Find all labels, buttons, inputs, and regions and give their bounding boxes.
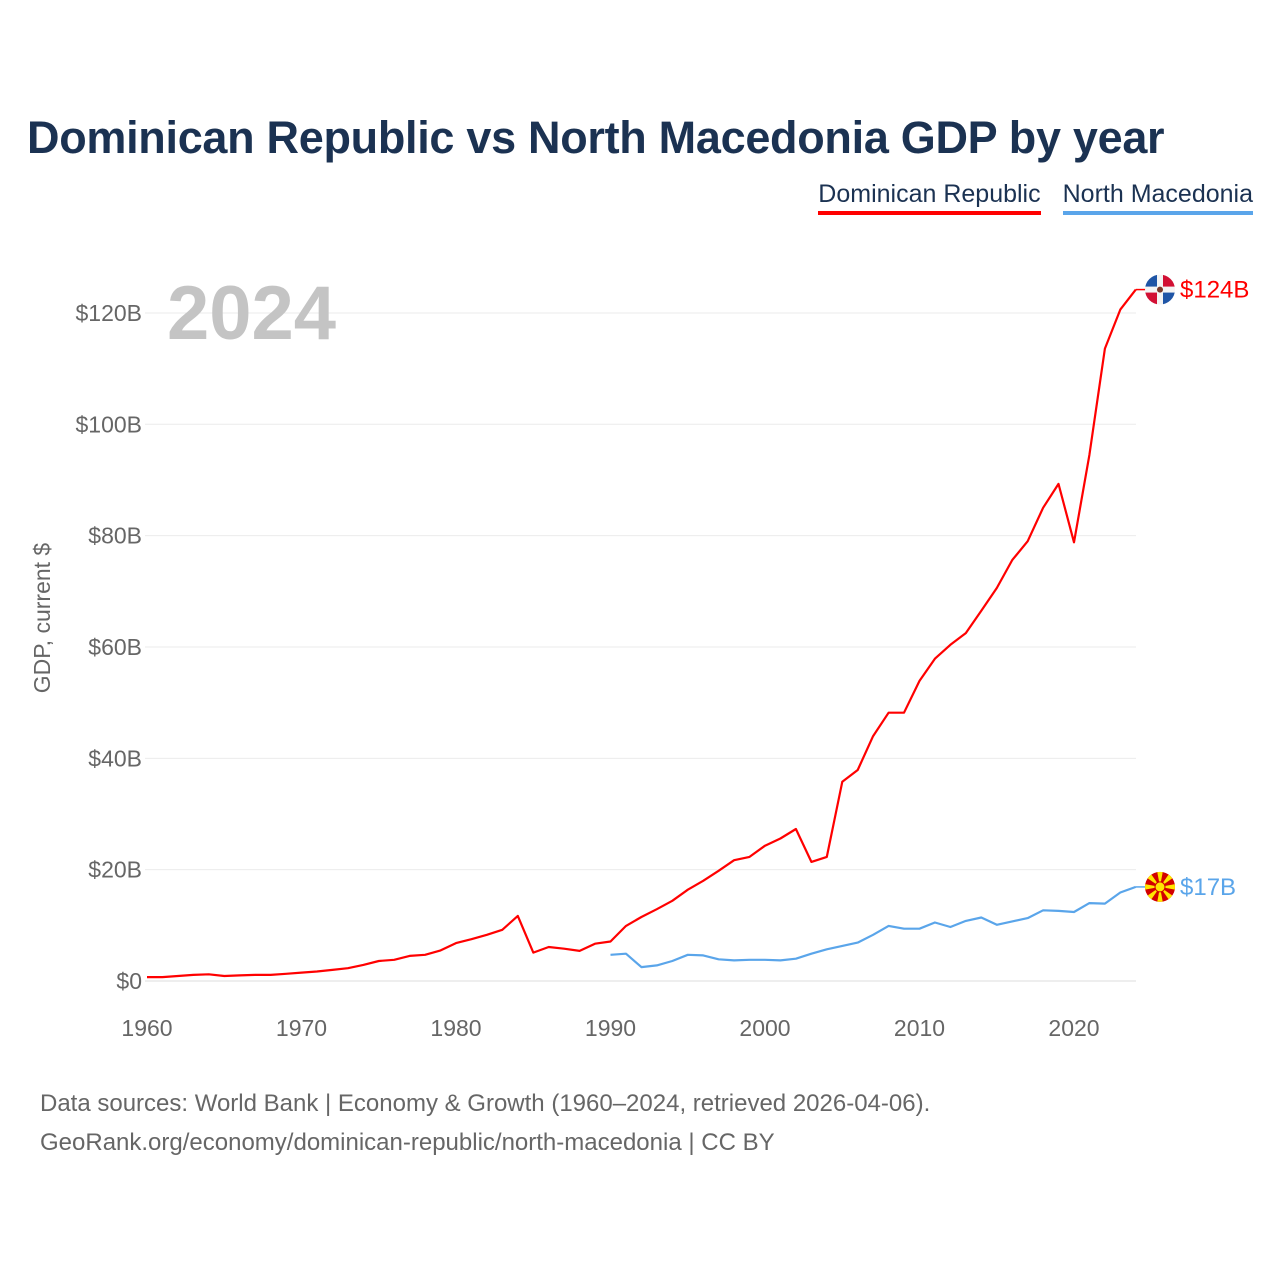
x-tick-label: 1980 [430, 1015, 481, 1041]
series-line-north-macedonia [610, 885, 1137, 969]
legend-item-north-macedonia[interactable]: North Macedonia [1062, 180, 1253, 215]
x-tick-label: 2010 [894, 1015, 945, 1041]
legend: Dominican Republic North Macedonia [818, 180, 1253, 215]
y-tick-label: $80B [88, 523, 142, 549]
end-value-label: $124B [1180, 277, 1249, 304]
source-line-1: Data sources: World Bank | Economy & Gro… [40, 1090, 931, 1117]
end-value-label: $17B [1180, 874, 1236, 901]
y-tick-label: $20B [88, 857, 142, 883]
x-tick-label: 2000 [739, 1015, 790, 1041]
x-tick-label: 1960 [121, 1015, 172, 1041]
y-tick-label: $0 [116, 968, 142, 994]
y-axis-label: GDP, current $ [29, 543, 55, 694]
dominican-republic-flag-icon [1145, 274, 1175, 305]
series-line-dominican-republic [147, 288, 1137, 979]
y-tick-label: $120B [75, 300, 142, 326]
y-tick-label: $100B [75, 411, 142, 437]
y-tick-label: $60B [88, 634, 142, 660]
chart-title: Dominican Republic vs North Macedonia GD… [27, 112, 1165, 163]
x-tick-label: 1990 [585, 1015, 636, 1041]
x-tick-label: 2020 [1048, 1015, 1099, 1041]
source-line-2[interactable]: GeoRank.org/economy/dominican-republic/n… [40, 1129, 775, 1156]
year-watermark: 2024 [167, 271, 336, 356]
y-tick-label: $40B [88, 745, 142, 771]
north-macedonia-flag-icon [1145, 871, 1175, 902]
legend-item-dominican-republic[interactable]: Dominican Republic [818, 180, 1041, 215]
x-tick-label: 1970 [276, 1015, 327, 1041]
source-note: Data sources: World Bank | Economy & Gro… [40, 1084, 930, 1162]
